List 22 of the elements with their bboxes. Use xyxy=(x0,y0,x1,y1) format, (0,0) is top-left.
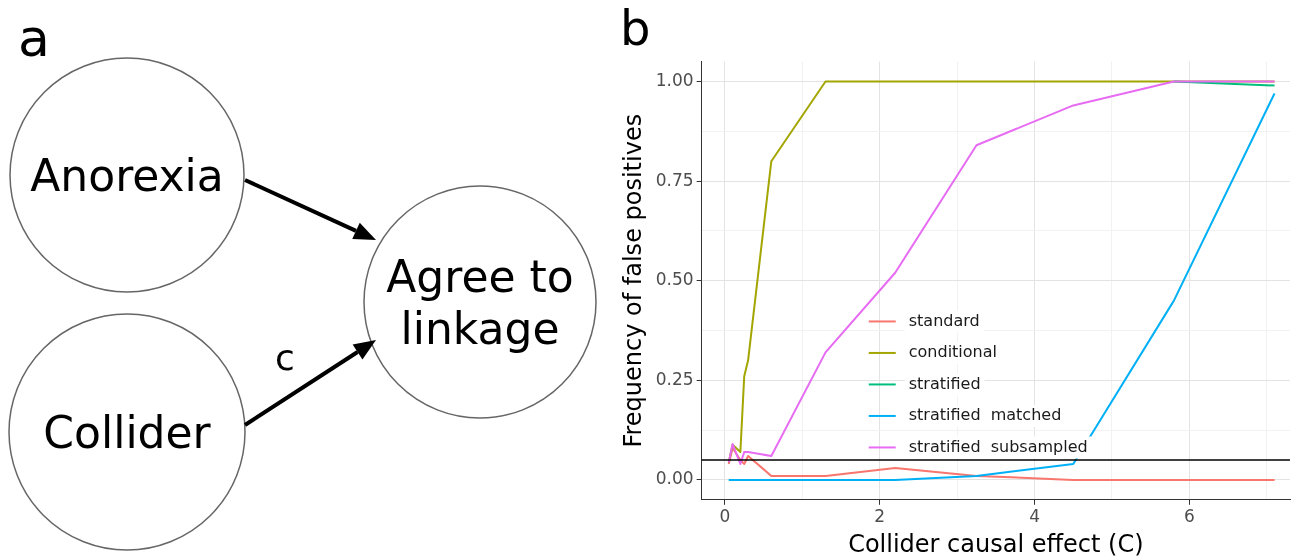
x-tick-label: 4 xyxy=(1029,506,1040,527)
x-axis-title: Collider causal effect (C) xyxy=(848,529,1144,558)
text: Agree to linkage xyxy=(386,251,574,354)
x-tick-label: 2 xyxy=(874,506,886,527)
text: Anorexia xyxy=(30,150,224,201)
y-axis-title: Frequency of false positives xyxy=(618,113,647,448)
legend-label: stratified xyxy=(908,373,981,393)
x-tick-label: 6 xyxy=(1183,506,1195,527)
legend-label: conditional xyxy=(908,342,997,362)
legend-label: stratified matched xyxy=(908,405,1062,425)
text: c xyxy=(275,337,295,378)
text: Collider xyxy=(43,407,212,458)
y-tick-label: 1.00 xyxy=(655,69,694,90)
legend-label: standard xyxy=(908,310,980,330)
y-tick-label: 0.50 xyxy=(655,269,694,290)
x-tick-label: 0 xyxy=(719,506,731,527)
text: a xyxy=(18,8,50,68)
y-tick-label: 0.75 xyxy=(655,169,694,190)
y-tick-label: 0.00 xyxy=(655,468,694,489)
chart-title: b xyxy=(620,0,651,57)
legend-label: stratified subsampled xyxy=(908,436,1088,456)
y-tick-label: 0.25 xyxy=(655,368,694,389)
